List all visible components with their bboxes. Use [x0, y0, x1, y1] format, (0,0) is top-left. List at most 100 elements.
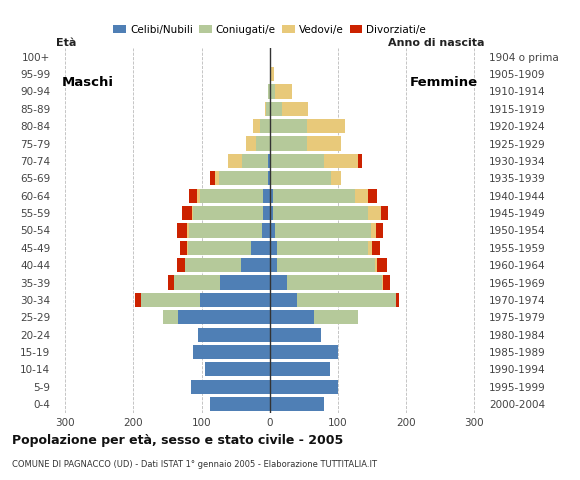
Bar — [270, 84, 275, 98]
Bar — [191, 380, 270, 394]
Bar — [188, 189, 270, 203]
Bar — [270, 84, 292, 98]
Bar — [270, 362, 329, 376]
Bar — [270, 345, 338, 359]
Bar — [270, 258, 277, 272]
Bar — [205, 362, 270, 376]
Bar — [270, 327, 321, 342]
Bar — [270, 362, 329, 376]
Bar — [270, 258, 376, 272]
Bar — [270, 154, 324, 168]
Bar — [270, 380, 338, 394]
Bar — [136, 293, 270, 307]
Bar — [141, 293, 270, 307]
Bar — [253, 119, 270, 133]
Bar — [193, 345, 270, 359]
Bar — [210, 397, 270, 411]
Bar — [193, 345, 270, 359]
Bar — [270, 136, 341, 151]
Bar — [256, 136, 270, 151]
Bar — [270, 310, 358, 324]
Bar — [270, 67, 271, 81]
Bar — [270, 380, 338, 394]
Bar — [163, 310, 270, 324]
Bar — [198, 327, 270, 342]
Bar — [270, 276, 390, 289]
Bar — [270, 189, 376, 203]
Bar — [270, 102, 282, 116]
Bar — [270, 206, 380, 220]
Bar — [187, 240, 270, 255]
Bar — [242, 154, 270, 168]
Bar — [270, 136, 307, 151]
Bar — [270, 397, 324, 411]
Bar — [270, 223, 376, 238]
Bar — [270, 240, 277, 255]
Bar — [185, 258, 270, 272]
Bar — [205, 362, 270, 376]
Bar — [270, 276, 383, 289]
Text: Femmine: Femmine — [409, 76, 477, 89]
Text: Popolazione per età, sesso e stato civile - 2005: Popolazione per età, sesso e stato civil… — [12, 434, 343, 447]
Bar — [270, 345, 338, 359]
Bar — [246, 136, 270, 151]
Bar — [270, 189, 368, 203]
Bar — [215, 171, 270, 185]
Bar — [177, 258, 270, 272]
Bar — [270, 84, 292, 98]
Bar — [270, 327, 321, 342]
Bar — [270, 362, 329, 376]
Bar — [270, 206, 368, 220]
Bar — [141, 293, 270, 307]
Bar — [270, 258, 375, 272]
Bar — [270, 345, 338, 359]
Bar — [200, 189, 270, 203]
Bar — [267, 154, 270, 168]
Bar — [210, 397, 270, 411]
Text: Maschi: Maschi — [62, 76, 114, 89]
Bar — [241, 258, 270, 272]
Bar — [270, 240, 380, 255]
Bar — [197, 189, 270, 203]
Bar — [193, 345, 270, 359]
Bar — [270, 293, 396, 307]
Bar — [210, 397, 270, 411]
Bar — [270, 119, 345, 133]
Bar — [266, 102, 270, 116]
Text: COMUNE DI PAGNACCO (UD) - Dati ISTAT 1° gennaio 2005 - Elaborazione TUTTITALIA.I: COMUNE DI PAGNACCO (UD) - Dati ISTAT 1° … — [12, 460, 376, 469]
Bar — [263, 206, 270, 220]
Bar — [175, 276, 270, 289]
Bar — [270, 189, 355, 203]
Bar — [198, 327, 270, 342]
Bar — [210, 171, 270, 185]
Bar — [270, 206, 387, 220]
Bar — [200, 293, 270, 307]
Bar — [263, 189, 270, 203]
Bar — [270, 171, 341, 185]
Bar — [210, 397, 270, 411]
Bar — [180, 240, 270, 255]
Bar — [270, 119, 307, 133]
Bar — [163, 310, 270, 324]
Bar — [185, 258, 270, 272]
Bar — [270, 327, 321, 342]
Bar — [191, 380, 270, 394]
Bar — [270, 154, 358, 168]
Bar — [192, 206, 270, 220]
Bar — [270, 310, 314, 324]
Bar — [228, 154, 270, 168]
Legend: Celibi/Nubili, Coniugati/e, Vedovi/e, Divorziati/e: Celibi/Nubili, Coniugati/e, Vedovi/e, Di… — [109, 20, 430, 39]
Bar — [270, 240, 372, 255]
Bar — [270, 380, 338, 394]
Bar — [198, 327, 270, 342]
Bar — [191, 380, 270, 394]
Bar — [270, 397, 324, 411]
Bar — [177, 310, 270, 324]
Bar — [270, 310, 358, 324]
Bar — [163, 310, 270, 324]
Bar — [270, 397, 324, 411]
Bar — [265, 102, 270, 116]
Bar — [270, 119, 345, 133]
Bar — [270, 276, 287, 289]
Bar — [270, 310, 358, 324]
